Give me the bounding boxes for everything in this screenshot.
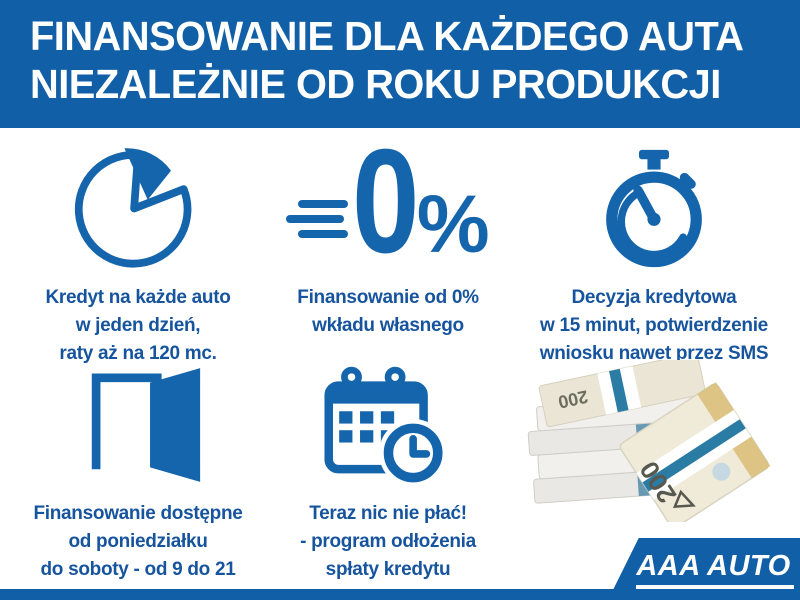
open-door-icon (73, 356, 203, 494)
feature-caption: Teraz nic nie płać! - program odłożenia … (300, 503, 476, 580)
header-title-line1: FINANSOWANIE DLA KAŻDEGO AUTA (30, 13, 744, 59)
feature-caption: Kredyt na każde auto w jeden dzień, raty… (45, 287, 231, 364)
feature-caption: Finansowanie od 0% wkładu własnego (297, 287, 479, 336)
feature-money: 200 200 (518, 360, 778, 522)
header-banner: FINANSOWANIE DLA KAŻDEGO AUTA NIEZALEŻNI… (0, 0, 800, 128)
feature-caption: Finansowanie dostępne od poniedziałku do… (33, 503, 243, 580)
header-title-line2: NIEZALEŻNIE OD ROKU PRODUKCJI (30, 61, 721, 107)
speed-lines-icon (286, 200, 352, 246)
aaa-auto-logo: AAA AUTO (636, 550, 794, 589)
money-stacks-image: 200 200 (527, 360, 771, 522)
feature-zero-percent: 0 % Finansowanie od 0% wkładu własnego (254, 119, 522, 340)
zero-digit: 0 (352, 119, 420, 284)
feature-credit-120-months: Kredyt na każde auto w jeden dzień, raty… (4, 140, 272, 368)
pie-chart-icon (70, 140, 206, 278)
feature-pay-later: Teraz nic nie płać! - program odłożenia … (254, 356, 522, 584)
percent-sign: % (416, 179, 490, 270)
feature-caption: Decyzja kredytowa w 15 minut, potwierdze… (539, 287, 769, 364)
zero-percent-icon: 0 % (286, 119, 490, 284)
feature-opening-hours: Finansowanie dostępne od poniedziałku do… (4, 356, 272, 584)
feature-decision-15-min: Decyzja kredytowa w 15 minut, potwierdze… (518, 140, 790, 368)
bottom-bar (0, 589, 800, 600)
stopwatch-icon (593, 140, 715, 278)
logo-banner: AAA AUTO (608, 538, 800, 600)
calendar-clock-icon (324, 356, 452, 494)
